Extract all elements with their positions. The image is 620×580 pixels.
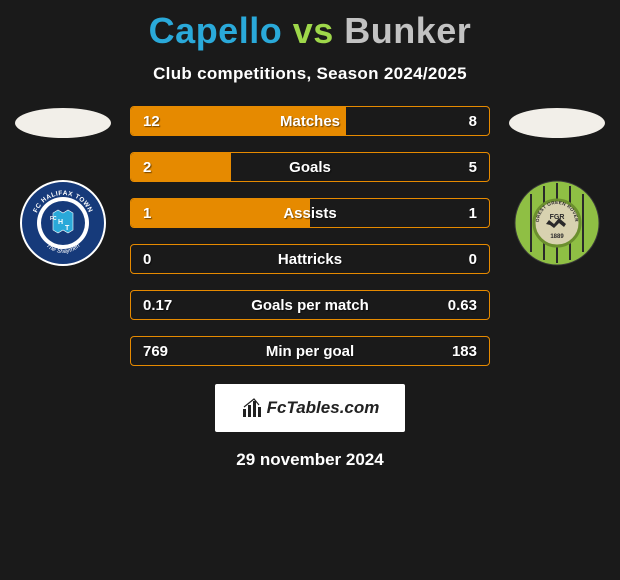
subtitle: Club competitions, Season 2024/2025 [0,64,620,84]
title-player-right: Bunker [344,10,471,51]
stat-label: Goals [289,159,331,176]
stat-value-right: 0.63 [448,297,477,314]
stat-value-left: 1 [143,205,151,222]
stat-row: 0 Hattricks 0 [130,244,490,274]
stat-value-right: 1 [469,205,477,222]
date-label: 29 november 2024 [236,450,383,470]
left-side: H T FC FC HALIFAX TOWN The Shaymen [13,106,113,266]
stat-label: Min per goal [266,343,354,360]
stat-value-left: 0 [143,251,151,268]
stat-row: 2 Goals 5 [130,152,490,182]
stat-value-right: 8 [469,113,477,130]
club-badge-left: H T FC FC HALIFAX TOWN The Shaymen [20,180,106,266]
stat-row: 769 Min per goal 183 [130,336,490,366]
brand-label: FcTables.com [267,398,380,418]
stat-row: 12 Matches 8 [130,106,490,136]
svg-text:FC: FC [50,216,57,222]
stats-column: 12 Matches 8 2 Goals 5 1 Assists 1 0 Hattricks 0 0.1… [125,106,495,470]
player-photo-placeholder-left [15,108,111,138]
page-title: Capello vs Bunker [0,0,620,52]
svg-text:H: H [58,219,63,226]
stat-row: 1 Assists 1 [130,198,490,228]
right-side: FOREST GREEN ROVERS FGR 1889 [507,106,607,266]
brand-logo[interactable]: FcTables.com [215,384,405,432]
club-badge-right: FOREST GREEN ROVERS FGR 1889 [514,180,600,266]
stat-value-left: 769 [143,343,168,360]
chart-icon [241,397,263,419]
stat-label: Goals per match [251,297,369,314]
title-player-left: Capello [149,10,283,51]
stat-label: Assists [283,205,336,222]
stat-label: Matches [280,113,340,130]
stat-value-left: 2 [143,159,151,176]
stat-value-right: 0 [469,251,477,268]
stat-label: Hattricks [278,251,342,268]
svg-text:FGR: FGR [550,214,565,221]
player-photo-placeholder-right [509,108,605,138]
svg-text:1889: 1889 [550,234,564,240]
stat-value-left: 12 [143,113,160,130]
svg-text:T: T [65,225,70,232]
stat-row: 0.17 Goals per match 0.63 [130,290,490,320]
stat-value-right: 183 [452,343,477,360]
stat-value-right: 5 [469,159,477,176]
stat-value-left: 0.17 [143,297,172,314]
title-vs-word: vs [293,10,334,51]
comparison-panel: H T FC FC HALIFAX TOWN The Shaymen 12Mat… [0,106,620,470]
